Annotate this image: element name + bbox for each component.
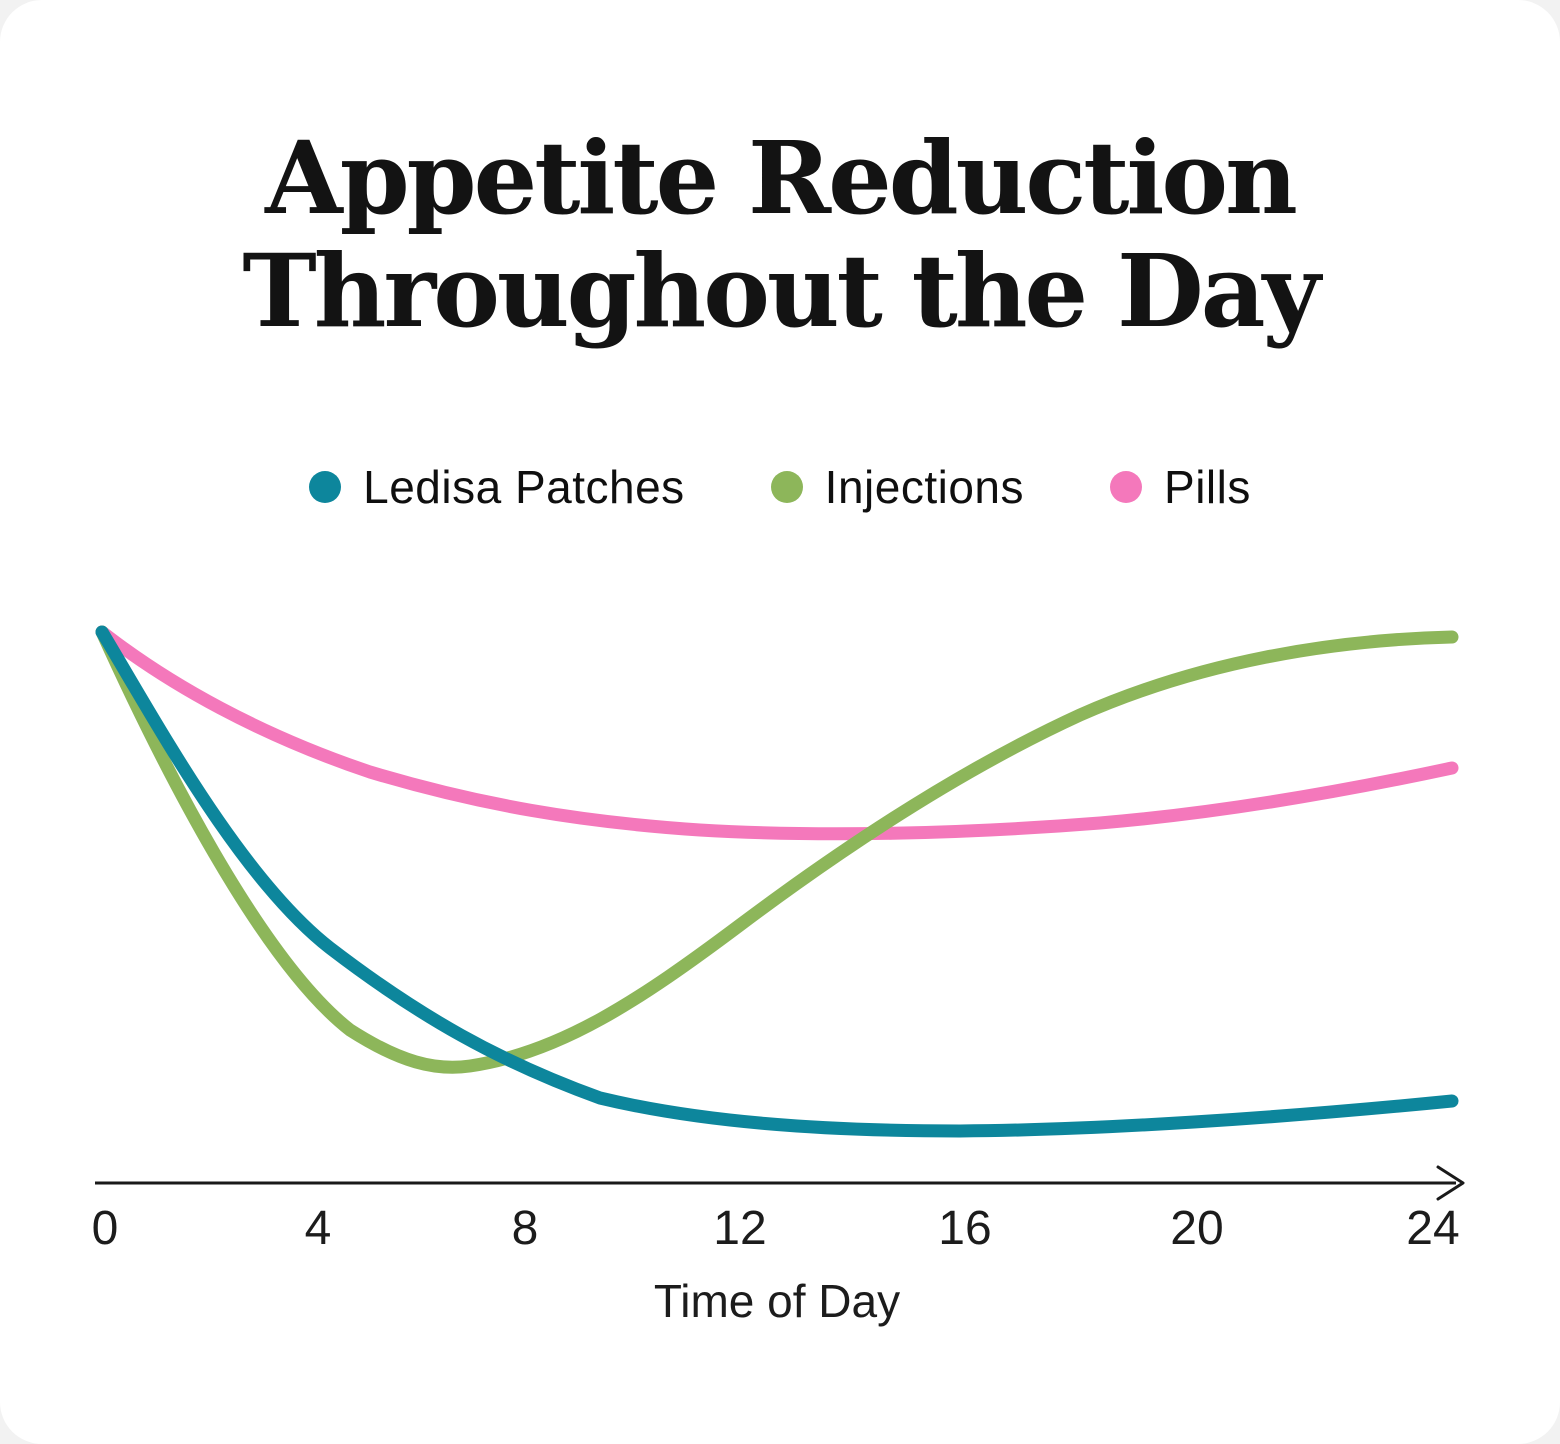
- x-tick-0: 0: [92, 1202, 119, 1255]
- x-tick-20: 20: [1170, 1202, 1223, 1255]
- legend-label-injections: Injections: [824, 461, 1025, 513]
- chart-title-line1: Appetite Reduction: [265, 119, 1298, 237]
- legend-item-injections: Injections: [770, 460, 1025, 514]
- x-tick-24: 24: [1406, 1202, 1459, 1255]
- x-axis-title: Time of Day: [654, 1275, 900, 1327]
- x-tick-16: 16: [938, 1202, 991, 1255]
- ledisa-patches-line: [95, 625, 1459, 1138]
- x-tick-8: 8: [512, 1202, 539, 1255]
- injections-line: [95, 625, 1459, 1074]
- legend-item-ledisa-patches: Ledisa Patches: [309, 460, 685, 514]
- x-tick-12: 12: [713, 1202, 766, 1255]
- x-tick-4: 4: [305, 1202, 332, 1255]
- legend-item-pills: Pills: [1110, 460, 1251, 514]
- legend: Ledisa Patches Injections Pills: [0, 460, 1560, 514]
- chart-title-line2: Throughout the Day: [242, 232, 1320, 350]
- pills-line: [95, 625, 1459, 841]
- legend-label-pills: Pills: [1164, 461, 1251, 513]
- chart-title: Appetite Reduction Throughout the Day: [0, 122, 1560, 348]
- line-chart: 0 4 8 12 16 20 24 Time of Day: [92, 625, 1465, 1327]
- ledisa-patches-dot-icon: [309, 471, 342, 503]
- x-axis-arrowhead-icon: [1436, 1165, 1465, 1201]
- pills-dot-icon: [1110, 471, 1143, 503]
- legend-label-ledisa-patches: Ledisa Patches: [363, 461, 685, 513]
- injections-dot-icon: [770, 471, 803, 503]
